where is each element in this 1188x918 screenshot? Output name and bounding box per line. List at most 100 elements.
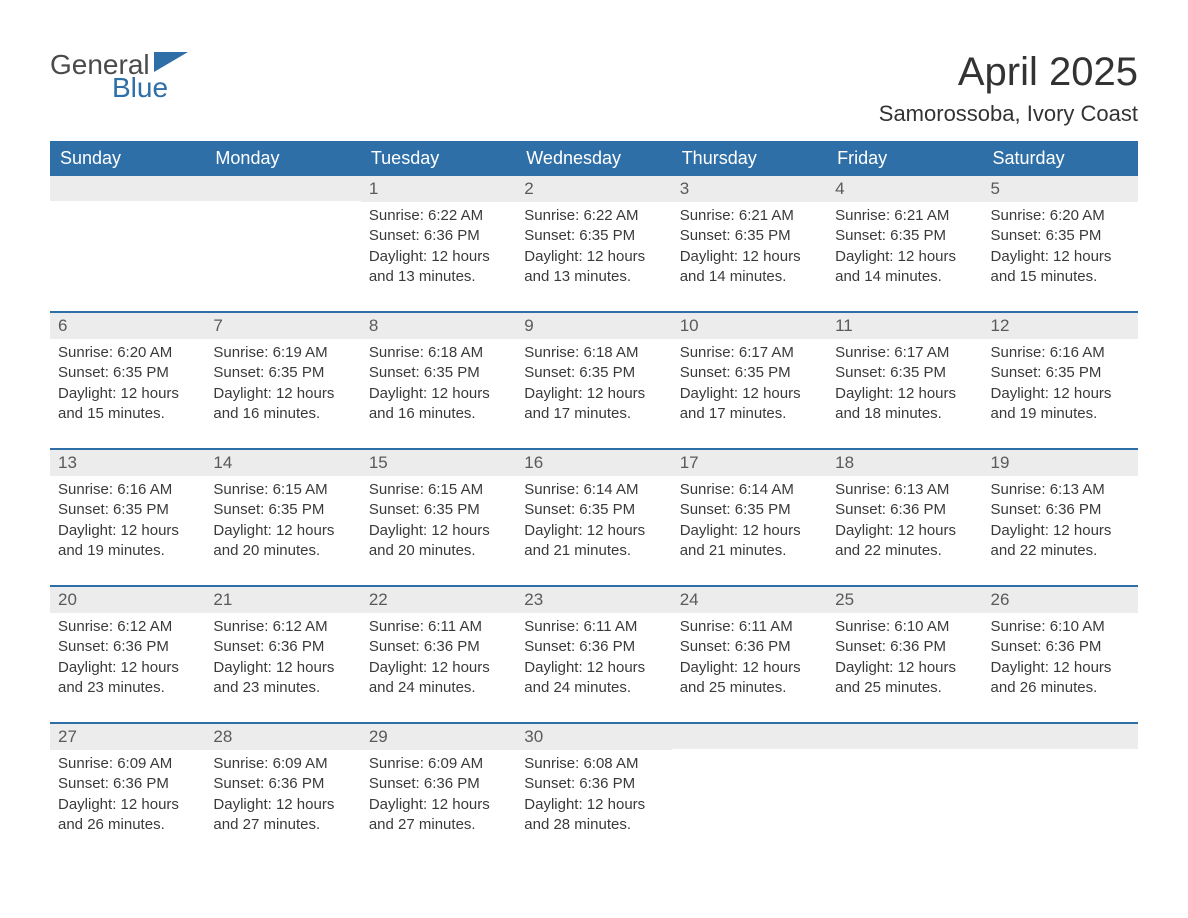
sunset-text: Sunset: 6:36 PM	[369, 226, 508, 246]
date-number: 3	[672, 176, 827, 202]
daylight-text: Daylight: 12 hours and 25 minutes.	[680, 658, 819, 699]
date-number: 12	[983, 313, 1138, 339]
calendar-cell: 13Sunrise: 6:16 AMSunset: 6:35 PMDayligh…	[50, 450, 205, 585]
daylight-text: Daylight: 12 hours and 13 minutes.	[524, 247, 663, 288]
header: General Blue April 2025 Samorossoba, Ivo…	[50, 50, 1138, 127]
calendar-cell: 21Sunrise: 6:12 AMSunset: 6:36 PMDayligh…	[205, 587, 360, 722]
calendar-cell: 22Sunrise: 6:11 AMSunset: 6:36 PMDayligh…	[361, 587, 516, 722]
calendar-cell: 24Sunrise: 6:11 AMSunset: 6:36 PMDayligh…	[672, 587, 827, 722]
week-row: 13Sunrise: 6:16 AMSunset: 6:35 PMDayligh…	[50, 448, 1138, 585]
calendar-cell: 10Sunrise: 6:17 AMSunset: 6:35 PMDayligh…	[672, 313, 827, 448]
daylight-text: Daylight: 12 hours and 16 minutes.	[213, 384, 352, 425]
daylight-text: Daylight: 12 hours and 17 minutes.	[680, 384, 819, 425]
daylight-text: Daylight: 12 hours and 18 minutes.	[835, 384, 974, 425]
calendar-cell: 8Sunrise: 6:18 AMSunset: 6:35 PMDaylight…	[361, 313, 516, 448]
daylight-text: Daylight: 12 hours and 14 minutes.	[835, 247, 974, 288]
date-number: 21	[205, 587, 360, 613]
cell-body: Sunrise: 6:16 AMSunset: 6:35 PMDaylight:…	[50, 476, 205, 579]
sunrise-text: Sunrise: 6:16 AM	[991, 343, 1130, 363]
sunset-text: Sunset: 6:35 PM	[680, 500, 819, 520]
day-header: Friday	[827, 141, 982, 176]
daylight-text: Daylight: 12 hours and 28 minutes.	[524, 795, 663, 836]
cell-body: Sunrise: 6:20 AMSunset: 6:35 PMDaylight:…	[50, 339, 205, 442]
weeks-container: 1Sunrise: 6:22 AMSunset: 6:36 PMDaylight…	[50, 176, 1138, 859]
date-number: 11	[827, 313, 982, 339]
week-row: 20Sunrise: 6:12 AMSunset: 6:36 PMDayligh…	[50, 585, 1138, 722]
sunrise-text: Sunrise: 6:20 AM	[58, 343, 197, 363]
cell-body: Sunrise: 6:22 AMSunset: 6:36 PMDaylight:…	[361, 202, 516, 305]
cell-body: Sunrise: 6:10 AMSunset: 6:36 PMDaylight:…	[983, 613, 1138, 716]
daylight-text: Daylight: 12 hours and 22 minutes.	[991, 521, 1130, 562]
daylight-text: Daylight: 12 hours and 13 minutes.	[369, 247, 508, 288]
date-number: 15	[361, 450, 516, 476]
cell-body: Sunrise: 6:09 AMSunset: 6:36 PMDaylight:…	[361, 750, 516, 853]
sunrise-text: Sunrise: 6:08 AM	[524, 754, 663, 774]
date-number: 7	[205, 313, 360, 339]
date-number: 14	[205, 450, 360, 476]
sunrise-text: Sunrise: 6:09 AM	[213, 754, 352, 774]
sunset-text: Sunset: 6:35 PM	[58, 500, 197, 520]
calendar-cell: 5Sunrise: 6:20 AMSunset: 6:35 PMDaylight…	[983, 176, 1138, 311]
daylight-text: Daylight: 12 hours and 16 minutes.	[369, 384, 508, 425]
date-number: 22	[361, 587, 516, 613]
daylight-text: Daylight: 12 hours and 22 minutes.	[835, 521, 974, 562]
sunrise-text: Sunrise: 6:11 AM	[680, 617, 819, 637]
date-number: 13	[50, 450, 205, 476]
sunrise-text: Sunrise: 6:19 AM	[213, 343, 352, 363]
daylight-text: Daylight: 12 hours and 25 minutes.	[835, 658, 974, 699]
sunrise-text: Sunrise: 6:22 AM	[369, 206, 508, 226]
calendar-cell: 9Sunrise: 6:18 AMSunset: 6:35 PMDaylight…	[516, 313, 671, 448]
calendar-cell: 30Sunrise: 6:08 AMSunset: 6:36 PMDayligh…	[516, 724, 671, 859]
sunset-text: Sunset: 6:35 PM	[524, 500, 663, 520]
calendar-cell: 14Sunrise: 6:15 AMSunset: 6:35 PMDayligh…	[205, 450, 360, 585]
cell-body: Sunrise: 6:22 AMSunset: 6:35 PMDaylight:…	[516, 202, 671, 305]
sunset-text: Sunset: 6:35 PM	[213, 363, 352, 383]
sunset-text: Sunset: 6:36 PM	[58, 774, 197, 794]
sunset-text: Sunset: 6:36 PM	[524, 774, 663, 794]
calendar-cell: 2Sunrise: 6:22 AMSunset: 6:35 PMDaylight…	[516, 176, 671, 311]
date-number: 2	[516, 176, 671, 202]
sunrise-text: Sunrise: 6:13 AM	[991, 480, 1130, 500]
sunrise-text: Sunrise: 6:09 AM	[58, 754, 197, 774]
sunrise-text: Sunrise: 6:10 AM	[835, 617, 974, 637]
calendar-cell: 28Sunrise: 6:09 AMSunset: 6:36 PMDayligh…	[205, 724, 360, 859]
cell-body: Sunrise: 6:19 AMSunset: 6:35 PMDaylight:…	[205, 339, 360, 442]
calendar-cell: 23Sunrise: 6:11 AMSunset: 6:36 PMDayligh…	[516, 587, 671, 722]
daylight-text: Daylight: 12 hours and 14 minutes.	[680, 247, 819, 288]
daylight-text: Daylight: 12 hours and 21 minutes.	[524, 521, 663, 562]
cell-body: Sunrise: 6:13 AMSunset: 6:36 PMDaylight:…	[827, 476, 982, 579]
calendar-cell: 7Sunrise: 6:19 AMSunset: 6:35 PMDaylight…	[205, 313, 360, 448]
date-number: 6	[50, 313, 205, 339]
cell-body: Sunrise: 6:18 AMSunset: 6:35 PMDaylight:…	[516, 339, 671, 442]
sunrise-text: Sunrise: 6:10 AM	[991, 617, 1130, 637]
cell-body: Sunrise: 6:18 AMSunset: 6:35 PMDaylight:…	[361, 339, 516, 442]
day-header: Monday	[205, 141, 360, 176]
date-number	[50, 176, 205, 201]
date-number: 8	[361, 313, 516, 339]
sunset-text: Sunset: 6:35 PM	[524, 363, 663, 383]
sunrise-text: Sunrise: 6:17 AM	[835, 343, 974, 363]
sunrise-text: Sunrise: 6:16 AM	[58, 480, 197, 500]
date-number: 16	[516, 450, 671, 476]
sunrise-text: Sunrise: 6:15 AM	[369, 480, 508, 500]
daylight-text: Daylight: 12 hours and 24 minutes.	[524, 658, 663, 699]
location-subtitle: Samorossoba, Ivory Coast	[879, 101, 1138, 127]
calendar-cell: 18Sunrise: 6:13 AMSunset: 6:36 PMDayligh…	[827, 450, 982, 585]
cell-body: Sunrise: 6:17 AMSunset: 6:35 PMDaylight:…	[827, 339, 982, 442]
sunrise-text: Sunrise: 6:21 AM	[835, 206, 974, 226]
daylight-text: Daylight: 12 hours and 27 minutes.	[213, 795, 352, 836]
sunrise-text: Sunrise: 6:14 AM	[524, 480, 663, 500]
date-number: 20	[50, 587, 205, 613]
sunset-text: Sunset: 6:36 PM	[991, 500, 1130, 520]
daylight-text: Daylight: 12 hours and 26 minutes.	[991, 658, 1130, 699]
calendar-cell: 3Sunrise: 6:21 AMSunset: 6:35 PMDaylight…	[672, 176, 827, 311]
sunset-text: Sunset: 6:35 PM	[991, 226, 1130, 246]
day-header: Wednesday	[516, 141, 671, 176]
week-row: 27Sunrise: 6:09 AMSunset: 6:36 PMDayligh…	[50, 722, 1138, 859]
cell-body: Sunrise: 6:15 AMSunset: 6:35 PMDaylight:…	[205, 476, 360, 579]
daylight-text: Daylight: 12 hours and 23 minutes.	[58, 658, 197, 699]
day-header-row: Sunday Monday Tuesday Wednesday Thursday…	[50, 141, 1138, 176]
calendar-cell: 6Sunrise: 6:20 AMSunset: 6:35 PMDaylight…	[50, 313, 205, 448]
sunset-text: Sunset: 6:35 PM	[369, 363, 508, 383]
sunrise-text: Sunrise: 6:20 AM	[991, 206, 1130, 226]
